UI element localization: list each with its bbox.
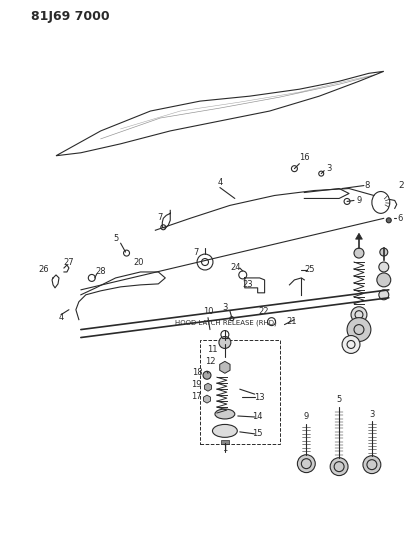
Text: 81J69 7000: 81J69 7000 — [31, 10, 109, 23]
Text: 26: 26 — [39, 265, 49, 274]
Text: 5: 5 — [336, 394, 341, 403]
Text: 3: 3 — [368, 409, 374, 418]
Text: 9: 9 — [356, 196, 361, 205]
Circle shape — [330, 458, 347, 475]
Text: 12: 12 — [204, 357, 215, 366]
Text: 15: 15 — [252, 430, 262, 438]
Text: 4: 4 — [58, 313, 64, 322]
Text: 6: 6 — [396, 214, 401, 223]
Text: 18: 18 — [191, 368, 202, 377]
Text: 16: 16 — [298, 153, 309, 162]
Text: HOOD LATCH RELEASE (RHD): HOOD LATCH RELEASE (RHD) — [175, 319, 276, 326]
Circle shape — [379, 248, 387, 256]
Circle shape — [378, 290, 388, 300]
Text: 8: 8 — [363, 181, 369, 190]
Bar — [199, 340, 279, 444]
Text: 2: 2 — [397, 181, 403, 190]
Text: 19: 19 — [190, 379, 201, 389]
Text: 10: 10 — [202, 307, 213, 316]
Text: 24: 24 — [230, 263, 240, 272]
Circle shape — [350, 306, 366, 322]
Text: 21: 21 — [285, 317, 296, 326]
Bar — [221, 440, 228, 444]
Text: 3: 3 — [326, 164, 331, 173]
Circle shape — [346, 318, 370, 342]
Circle shape — [385, 218, 390, 223]
Circle shape — [376, 273, 390, 287]
Text: 20: 20 — [133, 257, 143, 266]
Text: 27: 27 — [64, 257, 74, 266]
Text: 17: 17 — [190, 392, 201, 401]
Text: 11: 11 — [206, 345, 217, 354]
Text: 1: 1 — [222, 445, 227, 453]
Circle shape — [202, 372, 211, 379]
Ellipse shape — [214, 409, 234, 419]
Text: 25: 25 — [303, 265, 314, 274]
Circle shape — [353, 248, 363, 258]
Circle shape — [362, 456, 380, 474]
Text: 7: 7 — [157, 213, 163, 222]
Circle shape — [378, 262, 388, 272]
Text: 3: 3 — [222, 303, 227, 312]
Circle shape — [218, 336, 230, 349]
Circle shape — [341, 336, 359, 353]
Circle shape — [297, 455, 315, 473]
Text: 23: 23 — [242, 280, 252, 289]
Text: 14: 14 — [252, 413, 262, 422]
Text: 9: 9 — [303, 413, 308, 422]
Text: 4: 4 — [217, 178, 222, 187]
Text: 5: 5 — [113, 233, 118, 243]
Text: 28: 28 — [95, 268, 106, 277]
Text: 13: 13 — [254, 393, 264, 402]
Ellipse shape — [212, 424, 237, 438]
Text: 22: 22 — [258, 307, 268, 316]
Text: 7: 7 — [193, 248, 198, 256]
